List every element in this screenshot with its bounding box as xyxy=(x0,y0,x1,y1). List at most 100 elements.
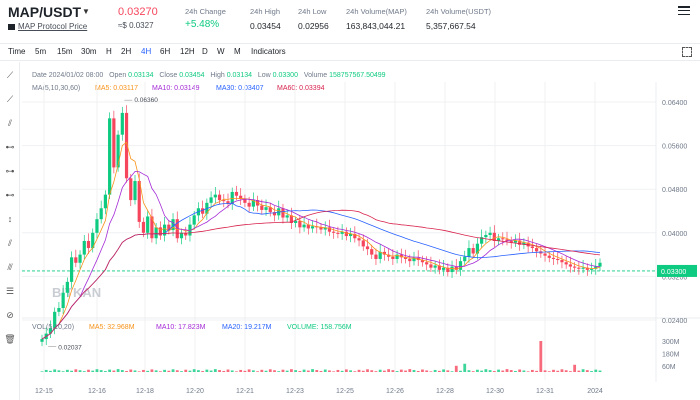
volume-bar xyxy=(501,370,505,372)
tab-indicators[interactable]: Indicators xyxy=(251,47,286,56)
chevron-down-icon[interactable]: ▼ xyxy=(82,7,90,16)
stat-value-change: +5.48% xyxy=(185,19,220,30)
candle-body xyxy=(496,238,501,241)
candle-body xyxy=(209,197,213,203)
fibonacci-icon[interactable]: ☰ xyxy=(5,286,15,296)
tab-1m[interactable]: M xyxy=(234,47,241,56)
candle-body xyxy=(446,267,450,273)
ma-title: MA(5,10,30,60) xyxy=(32,85,81,92)
volume-bar xyxy=(539,341,543,372)
candle-body xyxy=(150,216,154,239)
tab-1h[interactable]: H xyxy=(106,47,112,56)
volume-bar xyxy=(353,371,357,372)
volume-bar xyxy=(459,370,462,372)
candle-body xyxy=(399,254,403,258)
volume-bar xyxy=(577,370,581,372)
trash-icon[interactable]: 🗑 xyxy=(4,334,16,344)
candle-body xyxy=(306,224,310,229)
price-range-icon[interactable]: ⊷ xyxy=(5,190,15,200)
candle-body xyxy=(543,253,547,256)
stat-value-volume-map: 163,843,044.21 xyxy=(346,21,406,31)
pair-subtitle-link[interactable]: MAP Protocol Price xyxy=(18,22,88,31)
tab-1d[interactable]: D xyxy=(202,47,208,56)
candle-body xyxy=(230,191,234,204)
horizontal-ray-icon[interactable]: ⊶ xyxy=(5,166,15,176)
candle-body xyxy=(480,237,484,244)
price-chart[interactable]: BITKAN 0.06400 0.05600 0.04800 0.04000 0.032… xyxy=(22,62,700,400)
fullscreen-icon[interactable] xyxy=(682,47,692,57)
pair-symbol[interactable]: MAP/USDT xyxy=(8,4,82,20)
candle-body xyxy=(103,194,108,209)
volume-bar xyxy=(57,370,61,372)
volume-bar xyxy=(137,371,141,372)
tab-12h[interactable]: 12H xyxy=(180,47,195,56)
volume-bar xyxy=(44,369,48,372)
time-tick-label: 12-21 xyxy=(236,388,254,395)
tab-5m[interactable]: 5m xyxy=(35,47,47,56)
volume-bar xyxy=(404,370,407,372)
candle-body xyxy=(412,257,416,262)
ohlc-high: 0.03134 xyxy=(226,72,253,79)
candle-body xyxy=(226,201,230,204)
volume-total-value: VOLUME: 158.756M xyxy=(287,324,352,331)
pair-subtitle[interactable]: MAP Protocol Price xyxy=(8,22,87,31)
volume-bar xyxy=(349,370,352,372)
tab-time[interactable]: Time xyxy=(8,47,26,56)
candle-body xyxy=(471,248,475,254)
candle-body xyxy=(40,339,44,342)
ma10-value: MA10: 0.03149 xyxy=(152,85,200,92)
volume-bar xyxy=(446,370,450,372)
volume-bar xyxy=(378,369,382,372)
volume-bar xyxy=(175,370,179,372)
volume-bar xyxy=(264,370,268,372)
candle-body xyxy=(171,219,175,231)
volume-bar xyxy=(192,369,196,372)
volume-bar xyxy=(594,369,598,372)
tab-15m[interactable]: 15m xyxy=(57,47,73,56)
volume-bar xyxy=(116,369,120,372)
time-tick-label: 12-23 xyxy=(286,388,304,395)
candle-body xyxy=(298,220,302,228)
trend-line-icon[interactable]: ⟋ xyxy=(6,70,14,80)
volume-bar xyxy=(235,371,238,372)
candle-body xyxy=(95,219,99,233)
tab-2h[interactable]: 2H xyxy=(121,47,132,56)
pitchfork-icon[interactable]: ⫻ xyxy=(7,262,13,272)
volume-bar xyxy=(87,369,90,372)
tab-1w[interactable]: W xyxy=(217,47,225,56)
volume-bar xyxy=(78,370,82,372)
candle-body xyxy=(179,232,184,239)
stat-value-volume-usdt: 5,357,667.54 xyxy=(426,21,476,31)
volume-bar xyxy=(361,370,365,372)
candle-body xyxy=(251,200,255,207)
price-tick-label: 0.03200 xyxy=(662,274,687,281)
candle-body xyxy=(260,205,264,210)
volume-bar xyxy=(450,371,454,372)
volume-bar xyxy=(218,370,221,372)
chart-area[interactable]: Date 2024/01/02 08:00 Open 0.03134 Close… xyxy=(22,62,700,400)
volume-bar xyxy=(391,370,395,372)
volume-bar xyxy=(184,369,188,372)
measure-icon[interactable]: ⊘ xyxy=(6,310,14,320)
candle-body xyxy=(323,227,327,230)
volume-bar xyxy=(366,369,369,372)
ohlc-close: 0.03454 xyxy=(179,72,205,79)
candle-body xyxy=(475,243,480,254)
candle-body xyxy=(184,232,188,236)
tab-30m[interactable]: 30m xyxy=(81,47,97,56)
candle-body xyxy=(437,265,441,270)
vertical-line-icon[interactable]: ↕ xyxy=(7,214,13,224)
tab-4h[interactable]: 4H xyxy=(141,47,152,56)
menu-icon[interactable] xyxy=(678,6,690,16)
candle-body xyxy=(222,200,226,202)
candle-body xyxy=(154,227,158,239)
parallel-channel-icon[interactable]: ⫽ xyxy=(7,238,12,248)
stat-label-volume-usdt: 24h Volume(USDT) xyxy=(426,7,492,16)
candle-body xyxy=(501,238,505,240)
horizontal-line-icon[interactable]: ⊷ xyxy=(5,142,15,152)
price-tick-label: 0.06400 xyxy=(662,100,687,107)
tab-6h[interactable]: 6H xyxy=(160,47,171,56)
volume-bar xyxy=(171,369,175,372)
channel-icon[interactable]: ⫽ xyxy=(7,118,12,128)
ray-line-icon[interactable]: ⟋ xyxy=(6,94,14,104)
